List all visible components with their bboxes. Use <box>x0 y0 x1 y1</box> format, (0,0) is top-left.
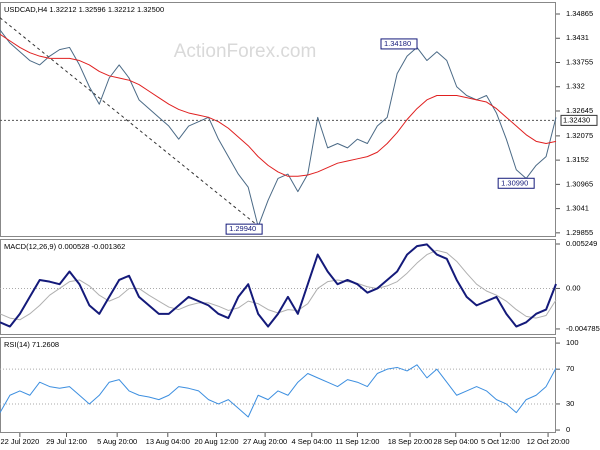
annotation-box <box>225 223 263 235</box>
x-tick-label: 11 Sep 12:00 <box>335 437 379 446</box>
panel-title: USDCAD,H4 1.32212 1.32596 1.32212 1.3250… <box>4 5 164 14</box>
x-tick-label: 22 Jul 2020 <box>0 437 39 446</box>
x-tick-label: 12 Oct 20:00 <box>527 437 570 446</box>
x-tick-label: 27 Aug 20:00 <box>243 437 287 446</box>
y-tick-label: 100 <box>566 338 579 347</box>
y-tick-label: 1.3041 <box>566 204 589 213</box>
x-tick-label: 28 Sep 04:00 <box>433 437 478 446</box>
y-tick-label: 1.34865 <box>566 9 593 18</box>
y-tick-label: -0.004785 <box>566 324 600 333</box>
panel-title: RSI(14) 71.2608 <box>4 340 59 349</box>
x-tick-label: 5 Aug 20:00 <box>97 437 137 446</box>
current-price-box <box>560 114 598 126</box>
annotation-label: 1.34180 <box>384 39 411 48</box>
annotation-box <box>380 38 418 50</box>
y-tick-label: 1.32075 <box>566 131 593 140</box>
panel-title: MACD(12,26,9) 0.000528 -0.001362 <box>4 242 125 251</box>
y-tick-label: 1.29855 <box>566 228 593 237</box>
y-tick-label: 1.33755 <box>566 57 593 66</box>
y-tick-label: 0 <box>566 425 570 434</box>
y-tick-label: 0.005249 <box>566 239 597 248</box>
x-tick-label: 4 Sep 04:00 <box>292 437 332 446</box>
x-tick-label: 20 Aug 12:00 <box>194 437 238 446</box>
y-tick-label: 1.32645 <box>566 106 593 115</box>
y-tick-label: 0.00 <box>566 283 581 292</box>
current-price-label: 1.32430 <box>563 115 590 124</box>
annotation-label: 1.29940 <box>229 224 256 233</box>
y-tick-label: 30 <box>566 399 574 408</box>
series-line <box>0 29 557 228</box>
y-tick-label: 1.3152 <box>566 155 589 164</box>
annotation-box <box>497 177 535 189</box>
x-tick-label: 5 Oct 12:00 <box>481 437 520 446</box>
annotation-label: 1.30990 <box>501 178 528 187</box>
y-tick-label: 1.332 <box>566 82 585 91</box>
x-tick-label: 18 Sep 20:00 <box>388 437 433 446</box>
watermark: ActionForex.com <box>174 41 317 62</box>
y-tick-label: 1.3431 <box>566 33 589 42</box>
series-line <box>0 243 557 328</box>
y-tick-label: 1.30965 <box>566 179 593 188</box>
x-tick-label: 29 Jul 12:00 <box>46 437 87 446</box>
series-line <box>0 364 557 418</box>
x-tick-label: 13 Aug 04:00 <box>146 437 190 446</box>
panel-frame <box>0 337 556 433</box>
series-line <box>0 33 557 177</box>
y-tick-label: 70 <box>566 364 574 373</box>
trend-line <box>0 17 263 230</box>
